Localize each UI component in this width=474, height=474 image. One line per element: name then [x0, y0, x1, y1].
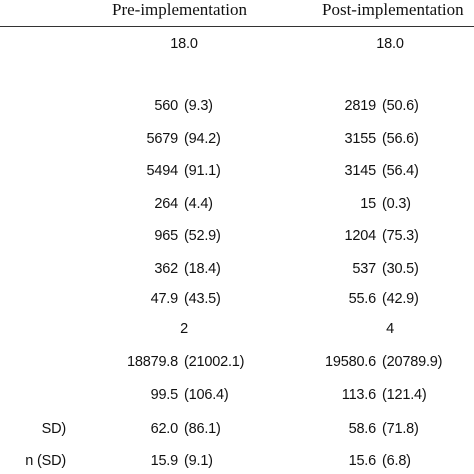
cell-sd: (86.1)	[184, 421, 221, 437]
cell-value: 62.0	[150, 421, 179, 437]
cell-value: 47.9	[150, 291, 179, 307]
cell-value: 5679	[146, 131, 179, 147]
cell-value: 5494	[146, 163, 179, 179]
cell-value: 15.9	[150, 453, 179, 469]
cell-sd: (9.1)	[184, 453, 213, 469]
header-rule	[0, 26, 474, 27]
cell-sd: (75.3)	[382, 228, 419, 244]
cell-sd: (0.3)	[382, 196, 411, 212]
cell-value: 18.0	[170, 36, 198, 52]
cell-sd: (94.2)	[184, 131, 221, 147]
cell-value: 15	[360, 196, 376, 212]
cell-value: 362	[154, 261, 178, 277]
cell-value: 264	[154, 196, 178, 212]
cell-value: 18.0	[376, 36, 404, 52]
cell-sd: (20789.9)	[382, 354, 443, 370]
cell-value: 560	[154, 98, 178, 114]
cell-sd: (50.6)	[382, 98, 419, 114]
cell-sd: (106.4)	[184, 387, 229, 403]
cell-sd: (30.5)	[382, 261, 419, 277]
cell-value: 4	[386, 321, 394, 337]
cell-value: 55.6	[348, 291, 377, 307]
cell-sd: (121.4)	[382, 387, 427, 403]
cell-sd: (21002.1)	[184, 354, 245, 370]
cell-sd: (6.8)	[382, 453, 411, 469]
cell-sd: (52.9)	[184, 228, 221, 244]
column-header: Post-implementation	[322, 0, 464, 19]
cell-sd: (4.4)	[184, 196, 213, 212]
cell-sd: (9.3)	[184, 98, 213, 114]
cell-value: 1204	[344, 228, 377, 244]
cell-value: 965	[154, 228, 178, 244]
row-label: SD)	[41, 421, 67, 437]
row-label: n (SD)	[25, 453, 66, 469]
cell-sd: (56.6)	[382, 131, 419, 147]
cell-sd: (71.8)	[382, 421, 419, 437]
cell-value: 58.6	[348, 421, 377, 437]
cell-value: 15.6	[348, 453, 377, 469]
cell-value: 18879.8	[126, 354, 178, 370]
cell-sd: (43.5)	[184, 291, 221, 307]
cell-value: 3155	[344, 131, 377, 147]
cell-sd: (91.1)	[184, 163, 221, 179]
cell-sd: (56.4)	[382, 163, 419, 179]
cell-value: 537	[352, 261, 376, 277]
cell-value: 2819	[344, 98, 377, 114]
cell-value: 19580.6	[324, 354, 376, 370]
cell-value: 113.6	[341, 387, 376, 403]
cell-value: 99.5	[150, 387, 179, 403]
column-header: Pre-implementation	[112, 0, 248, 19]
cell-value: 2	[180, 321, 188, 337]
cell-sd: (18.4)	[184, 261, 221, 277]
cell-sd: (42.9)	[382, 291, 419, 307]
cell-value: 3145	[344, 163, 377, 179]
